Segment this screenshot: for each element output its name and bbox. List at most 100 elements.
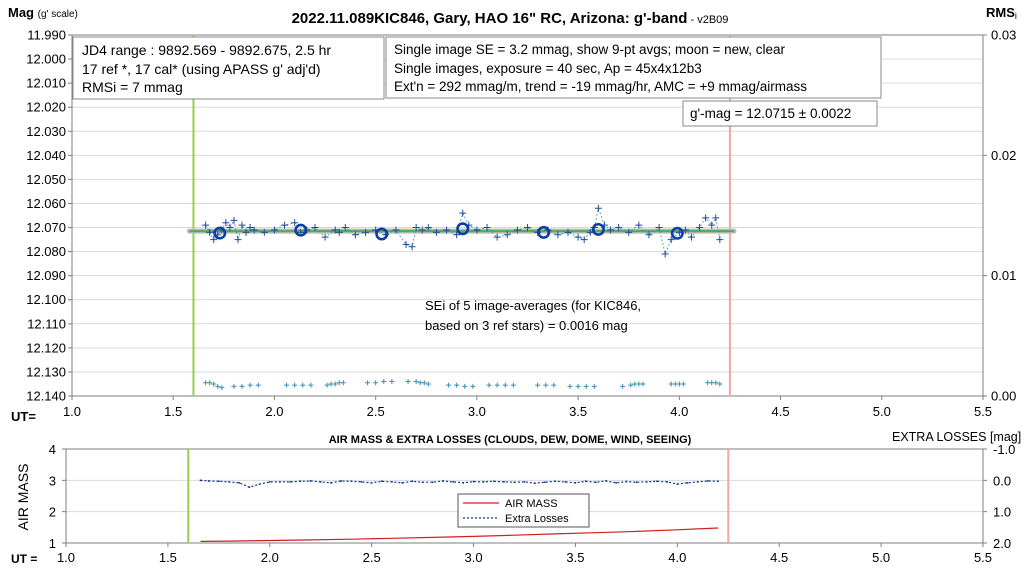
single-image-point xyxy=(351,231,359,239)
rmsi-point xyxy=(215,383,221,389)
y-tick-label: 12.040 xyxy=(26,148,66,163)
single-image-point xyxy=(238,221,246,229)
rmsi-point xyxy=(535,382,541,388)
extra-losses-line xyxy=(200,479,719,488)
rmsi-point xyxy=(405,379,411,385)
rmsi-point xyxy=(486,382,492,388)
single-image-point xyxy=(607,226,615,234)
extra-losses-point xyxy=(401,481,404,484)
single-image-point xyxy=(210,236,218,244)
bottom-y2-tick-label: 2.0 xyxy=(993,536,1011,551)
x-tick-label: 3.0 xyxy=(468,404,486,419)
single-image-point xyxy=(661,250,669,258)
single-image-point xyxy=(321,233,329,241)
single-image-point xyxy=(503,231,511,239)
legend-extra-label: Extra Losses xyxy=(505,513,569,525)
single-image-point xyxy=(524,224,531,232)
single-image-point xyxy=(432,228,440,236)
x-tick-label: 4.0 xyxy=(670,404,688,419)
y2-tick-label: 0.00 xyxy=(991,389,1016,404)
rmsi-point xyxy=(620,383,626,389)
extra-losses-point xyxy=(472,480,475,483)
single-image-point xyxy=(635,221,643,229)
extra-losses-point xyxy=(228,481,230,483)
y-tick-label: 12.010 xyxy=(26,76,66,91)
gmag-box: g'-mag = 12.0715 ± 0.0022 xyxy=(682,100,878,127)
average-point xyxy=(294,223,308,237)
extra-losses-point xyxy=(564,481,567,483)
x-tick-label: 1.5 xyxy=(164,404,182,419)
single-image-point xyxy=(291,219,299,227)
single-image-point xyxy=(453,231,461,239)
legend-airmass-label: AIR MASS xyxy=(505,498,558,510)
single-image-point xyxy=(712,214,720,222)
extra-losses-point xyxy=(431,481,434,484)
extra-losses-point xyxy=(717,480,719,483)
rmsi-point xyxy=(628,382,634,388)
y2-tick-label: 0.01 xyxy=(991,268,1016,283)
bottom-y2-tick-label: 0.0 xyxy=(993,473,1011,488)
rmsi-point xyxy=(284,382,290,388)
extra-losses-point xyxy=(543,481,546,484)
rmsi-point xyxy=(425,381,431,387)
bottom-y2-tick-label: 1.0 xyxy=(993,505,1011,520)
single-image-point xyxy=(250,226,258,234)
y-axis-label: Mag (g' scale) xyxy=(8,5,78,20)
single-image-point xyxy=(222,219,230,227)
single-image-point xyxy=(687,233,695,241)
single-image-point xyxy=(681,226,689,234)
rmsi-point xyxy=(551,382,557,388)
extra-losses-point xyxy=(391,481,393,483)
sei-box: SEi of 5 image-averages (for KIC846, bas… xyxy=(425,298,641,333)
single-image-point xyxy=(206,228,214,236)
rmsi-point xyxy=(470,383,476,389)
average-point xyxy=(591,222,605,236)
single-image-point xyxy=(594,204,602,212)
single-image-point xyxy=(408,243,416,251)
extra-losses-point xyxy=(696,481,699,483)
bottom-x-tick-label: 3.5 xyxy=(566,550,584,565)
extra-losses-point xyxy=(676,483,679,485)
rmsi-point xyxy=(680,381,686,387)
single-image-point xyxy=(335,228,343,236)
bottom-y-axis-label: AIR MASS xyxy=(15,464,31,531)
y-tick-label: 12.000 xyxy=(26,52,66,67)
extra-losses-point xyxy=(289,481,292,483)
y-tick-label: 12.050 xyxy=(26,172,66,187)
extra-losses-point xyxy=(360,481,363,483)
single-image-point xyxy=(473,226,481,234)
y-tick-label: 12.020 xyxy=(26,100,66,115)
single-image-point xyxy=(202,221,210,229)
extra-losses-point xyxy=(217,480,220,483)
single-image-point xyxy=(443,226,451,234)
rmsi-point xyxy=(575,383,581,389)
bottom-y-tick-label: 2 xyxy=(49,505,56,520)
rmsi-point xyxy=(543,382,549,388)
extra-losses-point xyxy=(656,480,658,483)
info-right-line-1: Single image SE = 3.2 mmag, show 9-pt av… xyxy=(394,42,785,57)
rmsi-point xyxy=(332,381,338,387)
sei-label-line-2: based on 3 ref stars) = 0.0016 mag xyxy=(425,318,628,333)
plot-frame xyxy=(71,34,984,397)
rmsi-point xyxy=(454,382,460,388)
y-tick-label: 12.100 xyxy=(26,292,66,307)
extra-losses-point xyxy=(533,482,536,485)
rmsi-point xyxy=(591,383,597,389)
y-tick-label: 12.140 xyxy=(26,389,66,404)
extra-losses-point xyxy=(574,481,577,484)
bottom-legend: AIR MASS Extra Losses xyxy=(457,493,590,528)
rmsi-point xyxy=(494,382,500,388)
x-tick-label: 1.0 xyxy=(63,404,81,419)
extra-losses-point xyxy=(503,481,506,483)
y2-axis-label: RMSi xyxy=(986,5,1017,21)
extra-losses-point xyxy=(513,481,516,484)
rmsi-point xyxy=(567,383,573,389)
bottom-chart-title: AIR MASS & EXTRA LOSSES (CLOUDS, DEW, DO… xyxy=(329,434,692,446)
extra-losses-point xyxy=(258,483,261,485)
single-image-point xyxy=(702,214,710,222)
sei-label-line-1: SEi of 5 image-averages (for KIC846, xyxy=(425,298,641,313)
info-box-left: JD4 range : 9892.569 - 9892.675, 2.5 hr … xyxy=(72,36,385,100)
rmsi-point xyxy=(373,380,379,386)
bottom-x-tick-label: 2.5 xyxy=(363,550,381,565)
bottom-x-tick-label: 5.5 xyxy=(974,550,992,565)
